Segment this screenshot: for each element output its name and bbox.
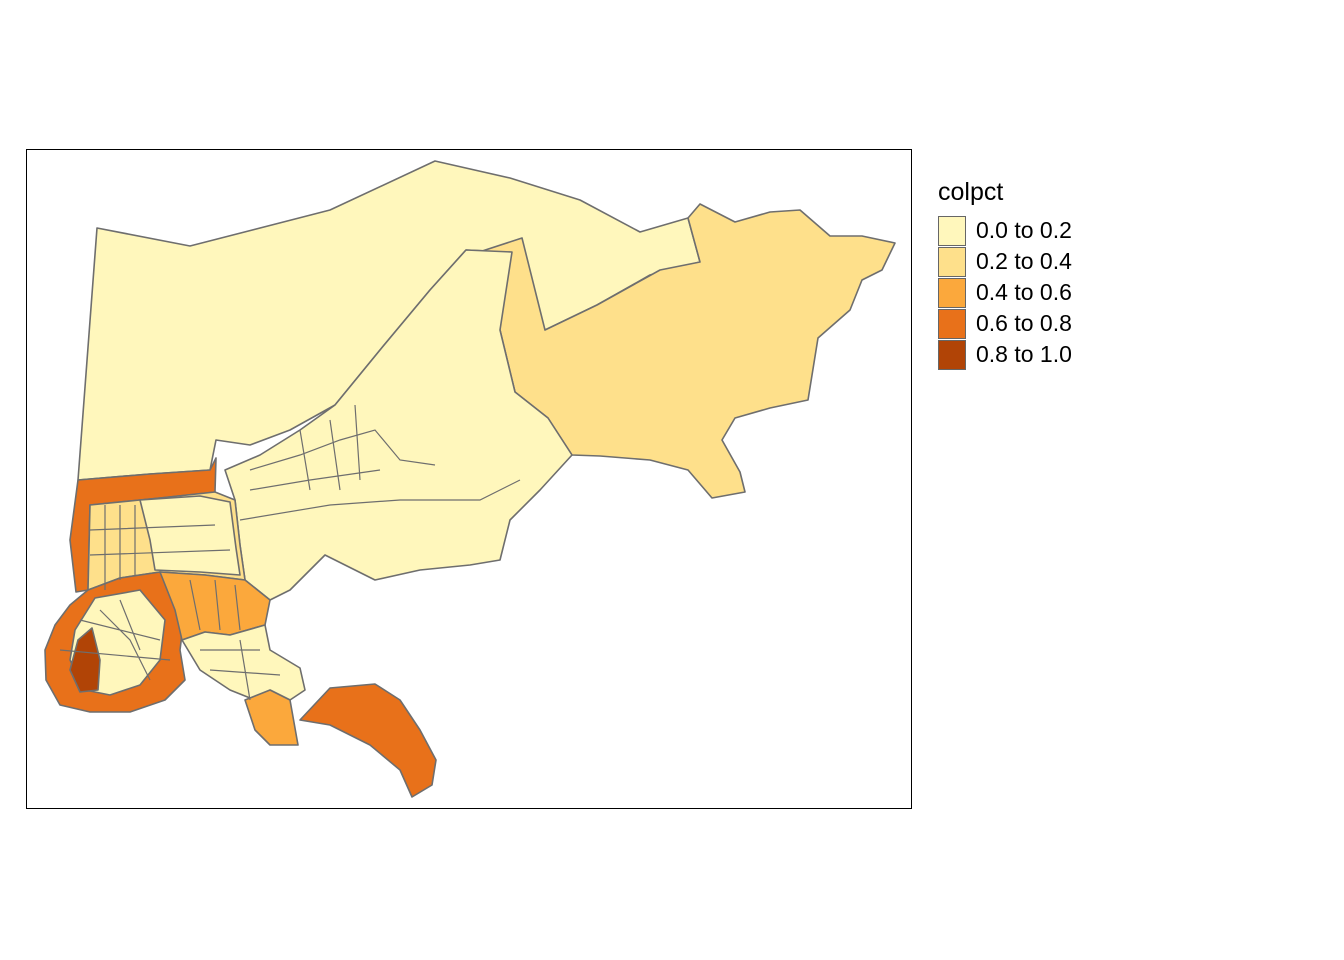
- legend-label: 0.2 to 0.4: [976, 248, 1072, 274]
- legend-swatch: [938, 308, 966, 339]
- region-southeast-lobe[interactable]: [299, 683, 437, 798]
- legend-item: 0.8 to 1.0: [938, 339, 1072, 370]
- legend-swatch: [938, 215, 966, 246]
- region-west-inner[interactable]: [139, 495, 241, 576]
- legend: colpct 0.0 to 0.2 0.2 to 0.4 0.4 to 0.6 0.6…: [938, 178, 1072, 370]
- legend-label: 0.8 to 1.0: [976, 341, 1072, 367]
- legend-swatch: [938, 339, 966, 370]
- legend-item: 0.6 to 0.8: [938, 308, 1072, 339]
- map-frame: [26, 149, 912, 809]
- legend-label: 0.4 to 0.6: [976, 279, 1072, 305]
- legend-swatch: [938, 277, 966, 308]
- legend-item: 0.4 to 0.6: [938, 277, 1072, 308]
- legend-title: colpct: [938, 178, 1004, 206]
- legend-label: 0.0 to 0.2: [976, 217, 1072, 243]
- legend-item: 0.0 to 0.2: [938, 215, 1072, 246]
- region-south-peninsula[interactable]: [244, 689, 299, 746]
- legend-items: 0.0 to 0.2 0.2 to 0.4 0.4 to 0.6 0.6 to 0.8…: [938, 215, 1072, 370]
- tract-boundaries: [59, 404, 521, 701]
- region-central-strips[interactable]: [224, 249, 573, 601]
- legend-swatch: [938, 246, 966, 277]
- region-east[interactable]: [469, 203, 896, 499]
- region-core[interactable]: [69, 627, 101, 693]
- legend-label: 0.6 to 0.8: [976, 310, 1072, 336]
- legend-item: 0.2 to 0.4: [938, 246, 1072, 277]
